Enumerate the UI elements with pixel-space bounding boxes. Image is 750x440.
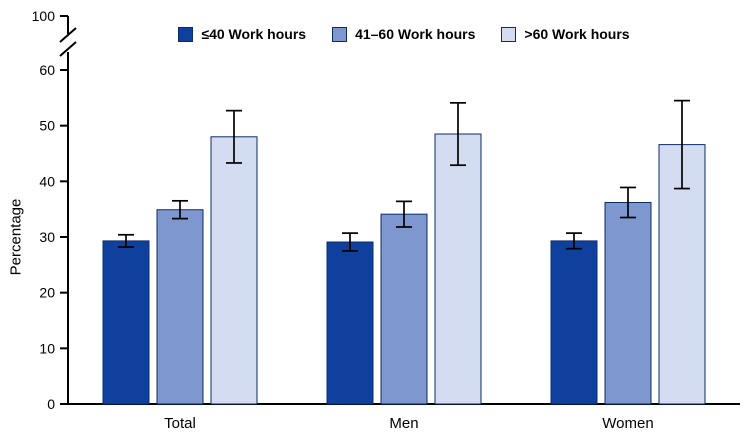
legend: ≤40 Work hours 41–60 Work hours >60 Work h… bbox=[68, 26, 740, 42]
bar bbox=[156, 209, 204, 405]
bar bbox=[380, 213, 428, 405]
legend-item: 41–60 Work hours bbox=[332, 26, 475, 42]
y-tick-label: 0 bbox=[47, 396, 55, 412]
y-tick-label: 100 bbox=[32, 8, 56, 24]
y-tick-label: 20 bbox=[39, 285, 55, 301]
legend-swatch-icon bbox=[178, 26, 194, 42]
bar bbox=[604, 201, 652, 405]
bar bbox=[210, 136, 258, 405]
bar bbox=[434, 133, 482, 405]
legend-item: >60 Work hours bbox=[501, 26, 630, 42]
y-tick-label: 30 bbox=[39, 229, 55, 245]
axis-break-mark bbox=[59, 41, 77, 57]
legend-label: >60 Work hours bbox=[524, 26, 630, 42]
axis-break-mark bbox=[59, 27, 77, 43]
legend-label: ≤40 Work hours bbox=[201, 26, 307, 42]
x-category-label: Total bbox=[164, 415, 196, 432]
y-tick-label: 10 bbox=[39, 340, 55, 356]
legend-swatch-icon bbox=[332, 26, 348, 42]
legend-label: 41–60 Work hours bbox=[355, 26, 476, 42]
y-tick-label: 50 bbox=[39, 118, 55, 134]
x-category-label: Women bbox=[602, 415, 653, 432]
legend-swatch-icon bbox=[501, 26, 517, 42]
bar bbox=[550, 240, 598, 405]
bar bbox=[102, 240, 150, 405]
y-tick-label: 40 bbox=[39, 173, 55, 189]
x-category-label: Men bbox=[389, 415, 418, 432]
y-tick-label: 60 bbox=[39, 62, 55, 78]
bar bbox=[326, 241, 374, 405]
legend-item: ≤40 Work hours bbox=[178, 26, 306, 42]
